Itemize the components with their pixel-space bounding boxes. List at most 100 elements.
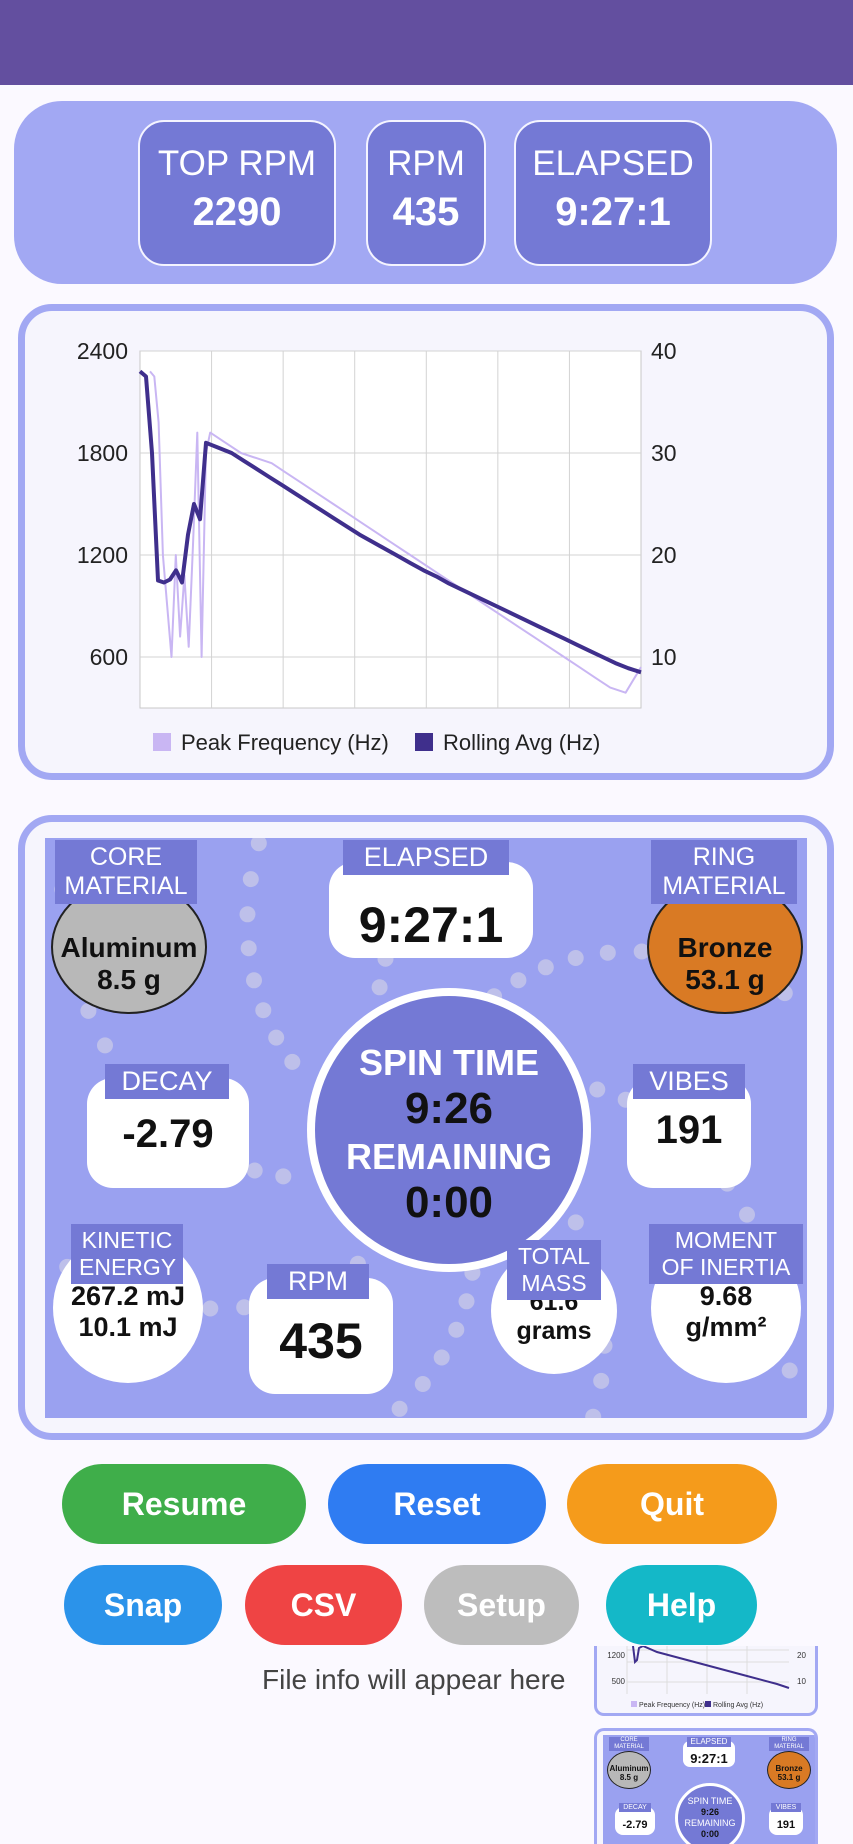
kinetic-energy-label: KINETIC ENERGY (71, 1224, 183, 1284)
background-dot (246, 972, 262, 989)
thumb-ring-label: RING MATERIAL (769, 1737, 809, 1751)
moment-of-inertia-label-line-2: OF INERTIA (661, 1254, 791, 1280)
elapsed-label: ELAPSED (532, 144, 694, 183)
resume-button[interactable]: Resume (62, 1464, 306, 1544)
plot-area (139, 350, 642, 709)
left-axis-tick: 2400 (77, 338, 128, 364)
background-dot (250, 838, 267, 852)
series-rolling-avg-line (138, 369, 642, 675)
background-dot (589, 1081, 606, 1098)
rpm-card: RPM 435 (366, 120, 486, 266)
quit-button[interactable]: Quit (567, 1464, 777, 1544)
thumb-remaining-label: REMAINING (684, 1818, 736, 1828)
background-dot (414, 1376, 431, 1392)
background-dot (284, 1053, 301, 1070)
background-dot (246, 1162, 263, 1179)
total-mass-label: TOTAL MASS (507, 1240, 601, 1300)
setup-button[interactable]: Setup (424, 1565, 579, 1645)
legend-label-rolling: Rolling Avg (Hz) (443, 730, 600, 755)
thumb-left-tick-2: 500 (612, 1677, 626, 1686)
thumb-ring-label-1: RING (781, 1737, 797, 1743)
top-rpm-card: TOP RPM 2290 (138, 120, 336, 266)
dashboard-snapshot-image: Aluminum 8.5 g CORE MATERIAL 9:27:1 ELAP… (603, 1735, 815, 1844)
thumb-ring-bubble: Bronze 53.1 g (767, 1751, 811, 1789)
background-dot (585, 1408, 602, 1418)
decay-label: DECAY (105, 1064, 229, 1099)
help-button[interactable]: Help (606, 1565, 757, 1645)
dashboard-elapsed-value: 9:27:1 (358, 897, 504, 953)
background-dot (433, 1349, 450, 1366)
kinetic-energy-label-line-1: KINETIC (81, 1227, 173, 1253)
total-mass-label-line-2: MASS (521, 1270, 587, 1296)
spin-dashboard-panel: Aluminum 8.5 g CORE MATERIAL 9:27:1 ELAP… (18, 815, 834, 1440)
legend-swatch-peak (153, 733, 171, 751)
background-dot (275, 1168, 292, 1185)
thumb-ring-label-2: MATERIAL (774, 1744, 804, 1750)
elapsed-bubble: 9:27:1 (329, 862, 533, 958)
background-dot (371, 979, 388, 996)
background-dot (268, 1029, 285, 1046)
dashboard-elapsed-label: ELAPSED (343, 840, 509, 875)
spin-time-value: 9:26 (404, 1084, 494, 1133)
app-top-bar (0, 0, 853, 85)
left-axis-tick: 600 (90, 644, 128, 670)
thumb-legend-peak: Peak Frequency (Hz) (639, 1702, 705, 1709)
chart-snapshot-thumbnail[interactable]: 1200 500 20 10 Peak Frequency (Hz) Rolli… (594, 1646, 818, 1716)
reset-button[interactable]: Reset (328, 1464, 546, 1544)
background-dot (236, 1299, 253, 1316)
left-axis-tick: 1800 (77, 440, 128, 466)
csv-button[interactable]: CSV (245, 1565, 402, 1645)
decay-value: -2.79 (122, 1112, 214, 1156)
core-material-mass: 8.5 g (97, 964, 161, 995)
elapsed-card: ELAPSED 9:27:1 (514, 120, 712, 266)
moment-of-inertia-unit: g/mm² (685, 1312, 767, 1342)
background-dot (567, 1214, 584, 1231)
dashboard-rpm-label: RPM (267, 1264, 369, 1299)
spin-time-label: SPIN TIME (358, 1042, 540, 1083)
background-dot (239, 906, 256, 923)
background-dot (202, 1300, 219, 1317)
core-material-name: Aluminum (60, 932, 198, 963)
snap-button[interactable]: Snap (64, 1565, 222, 1645)
core-material-label: CORE MATERIAL (55, 840, 197, 904)
ring-material-mass: 53.1 g (685, 964, 765, 995)
thumb-vibes-label: VIBES (771, 1803, 801, 1812)
right-axis-tick: 30 (651, 440, 677, 466)
thumb-elapsed-value: 9:27:1 (690, 1751, 728, 1766)
core-material-bubble: Aluminum 8.5 g (51, 880, 207, 1014)
total-mass-label-line-1: TOTAL (518, 1243, 590, 1269)
background-dot (599, 944, 616, 961)
background-dot (567, 950, 584, 966)
right-axis-tick: 20 (651, 542, 677, 568)
dashboard-rpm-value: 435 (279, 1313, 363, 1369)
stats-panel: TOP RPM 2290 RPM 435 ELAPSED 9:27:1 (14, 101, 837, 284)
vibes-value: 191 (655, 1108, 723, 1152)
thumb-decay-value: -2.79 (622, 1819, 648, 1831)
dashboard-snapshot-thumbnail[interactable]: Aluminum 8.5 g CORE MATERIAL 9:27:1 ELAP… (594, 1728, 818, 1844)
rpm-value: 435 (392, 190, 460, 234)
thumb-ring-mass: 53.1 g (777, 1773, 801, 1782)
series-peak-frequency-line (149, 370, 642, 694)
remaining-label: REMAINING (346, 1136, 552, 1177)
vibes-label: VIBES (633, 1064, 745, 1099)
thumb-core-material: Aluminum (609, 1764, 649, 1773)
core-material-label-line-1: CORE (89, 843, 163, 871)
frequency-chart-panel: 2400 1800 1200 600 40 30 20 10 Peak Frequency (H… (18, 304, 834, 780)
spin-time-ring: SPIN TIME 9:26 REMAINING 0:00 (307, 988, 591, 1272)
moment-of-inertia-label-line-1: MOMENT (674, 1227, 778, 1253)
thumb-right-tick-1: 20 (797, 1651, 806, 1660)
background-dot (448, 1321, 465, 1338)
thumb-ring-material: Bronze (775, 1764, 803, 1773)
ring-material-label-line-1: RING (692, 843, 756, 871)
core-material-label-line-2: MATERIAL (64, 872, 188, 900)
kinetic-energy-label-line-2: ENERGY (79, 1254, 177, 1280)
elapsed-value: 9:27:1 (555, 190, 671, 234)
background-dot (391, 1400, 408, 1417)
moment-of-inertia-value: 9.68 (699, 1281, 753, 1311)
thumb-legend-rolling: Rolling Avg (Hz) (713, 1702, 763, 1709)
right-axis-tick: 10 (651, 644, 677, 670)
background-dot (97, 1037, 113, 1054)
thumb-left-tick-1: 1200 (607, 1651, 625, 1660)
thumb-core-bubble: Aluminum 8.5 g (607, 1751, 651, 1789)
ring-material-label: RING MATERIAL (651, 840, 797, 904)
